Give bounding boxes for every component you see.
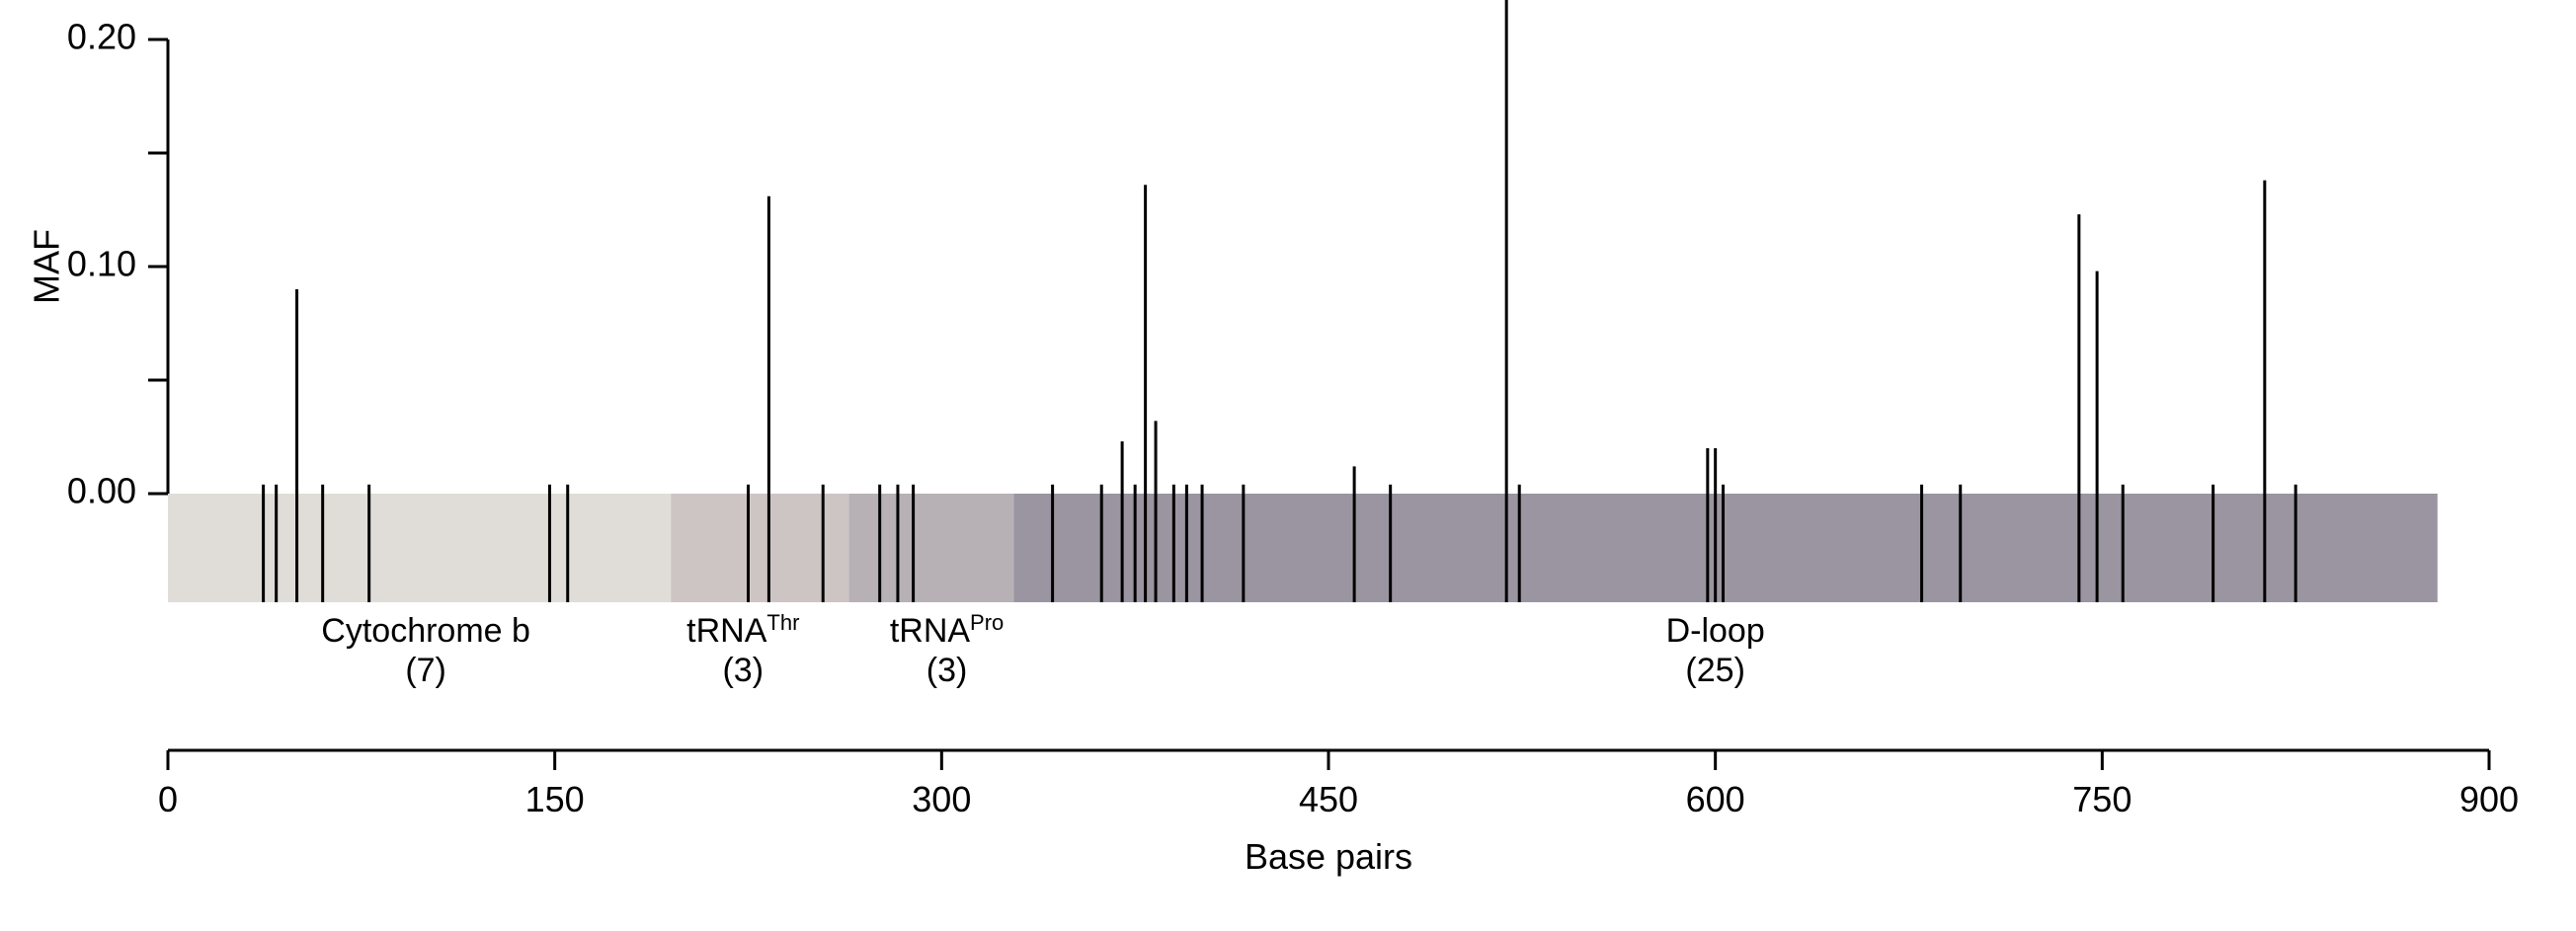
x-tick-label: 450 bbox=[1299, 779, 1358, 819]
y-tick-label: 0.00 bbox=[67, 471, 136, 511]
x-tick-label: 300 bbox=[912, 779, 971, 819]
region-label: D-loop bbox=[1666, 612, 1765, 650]
x-tick-label: 900 bbox=[2459, 779, 2519, 819]
region-label: Cytochrome b bbox=[321, 612, 530, 650]
x-tick-label: 0 bbox=[158, 779, 178, 819]
region-count: (25) bbox=[1685, 652, 1744, 689]
y-tick-label: 0.10 bbox=[67, 244, 136, 284]
maf-needle-plot: 0.00 0.10 0.20 MAF 0 150 300 450 600 750 900 Base p… bbox=[0, 0, 2576, 931]
x-tick-label: 600 bbox=[1686, 779, 1745, 819]
y-axis-label: MAF bbox=[27, 229, 67, 304]
region-count: (7) bbox=[405, 652, 446, 689]
y-tick-label: 0.20 bbox=[67, 17, 136, 57]
x-tick-label: 750 bbox=[2072, 779, 2132, 819]
region-count: (3) bbox=[926, 652, 968, 689]
x-tick-label: 150 bbox=[525, 779, 585, 819]
x-axis-label: Base pairs bbox=[1245, 836, 1412, 877]
region-count: (3) bbox=[722, 652, 764, 689]
